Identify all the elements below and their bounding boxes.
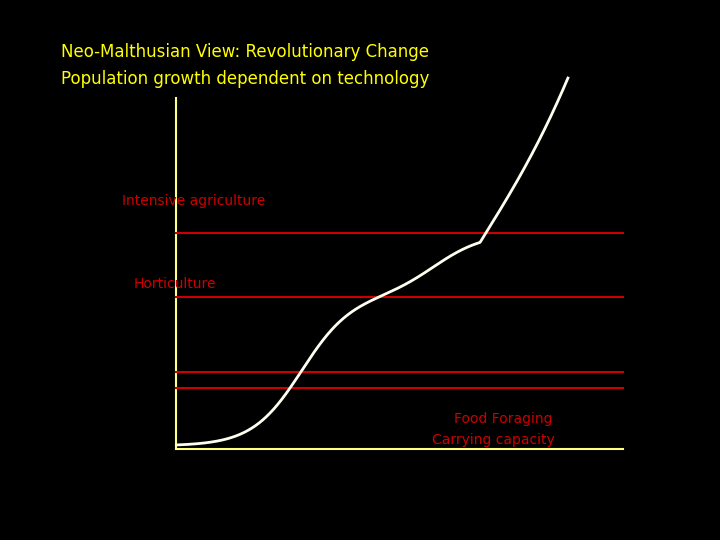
Text: Carrying capacity: Carrying capacity [432, 433, 554, 447]
Text: Population growth dependent on technology: Population growth dependent on technolog… [61, 70, 430, 87]
Text: Intensive agriculture: Intensive agriculture [122, 194, 266, 208]
Text: Neo-Malthusian View: Revolutionary Change: Neo-Malthusian View: Revolutionary Chang… [61, 43, 429, 60]
Text: Food Foraging: Food Foraging [454, 413, 552, 427]
Text: Horticulture: Horticulture [133, 276, 216, 291]
